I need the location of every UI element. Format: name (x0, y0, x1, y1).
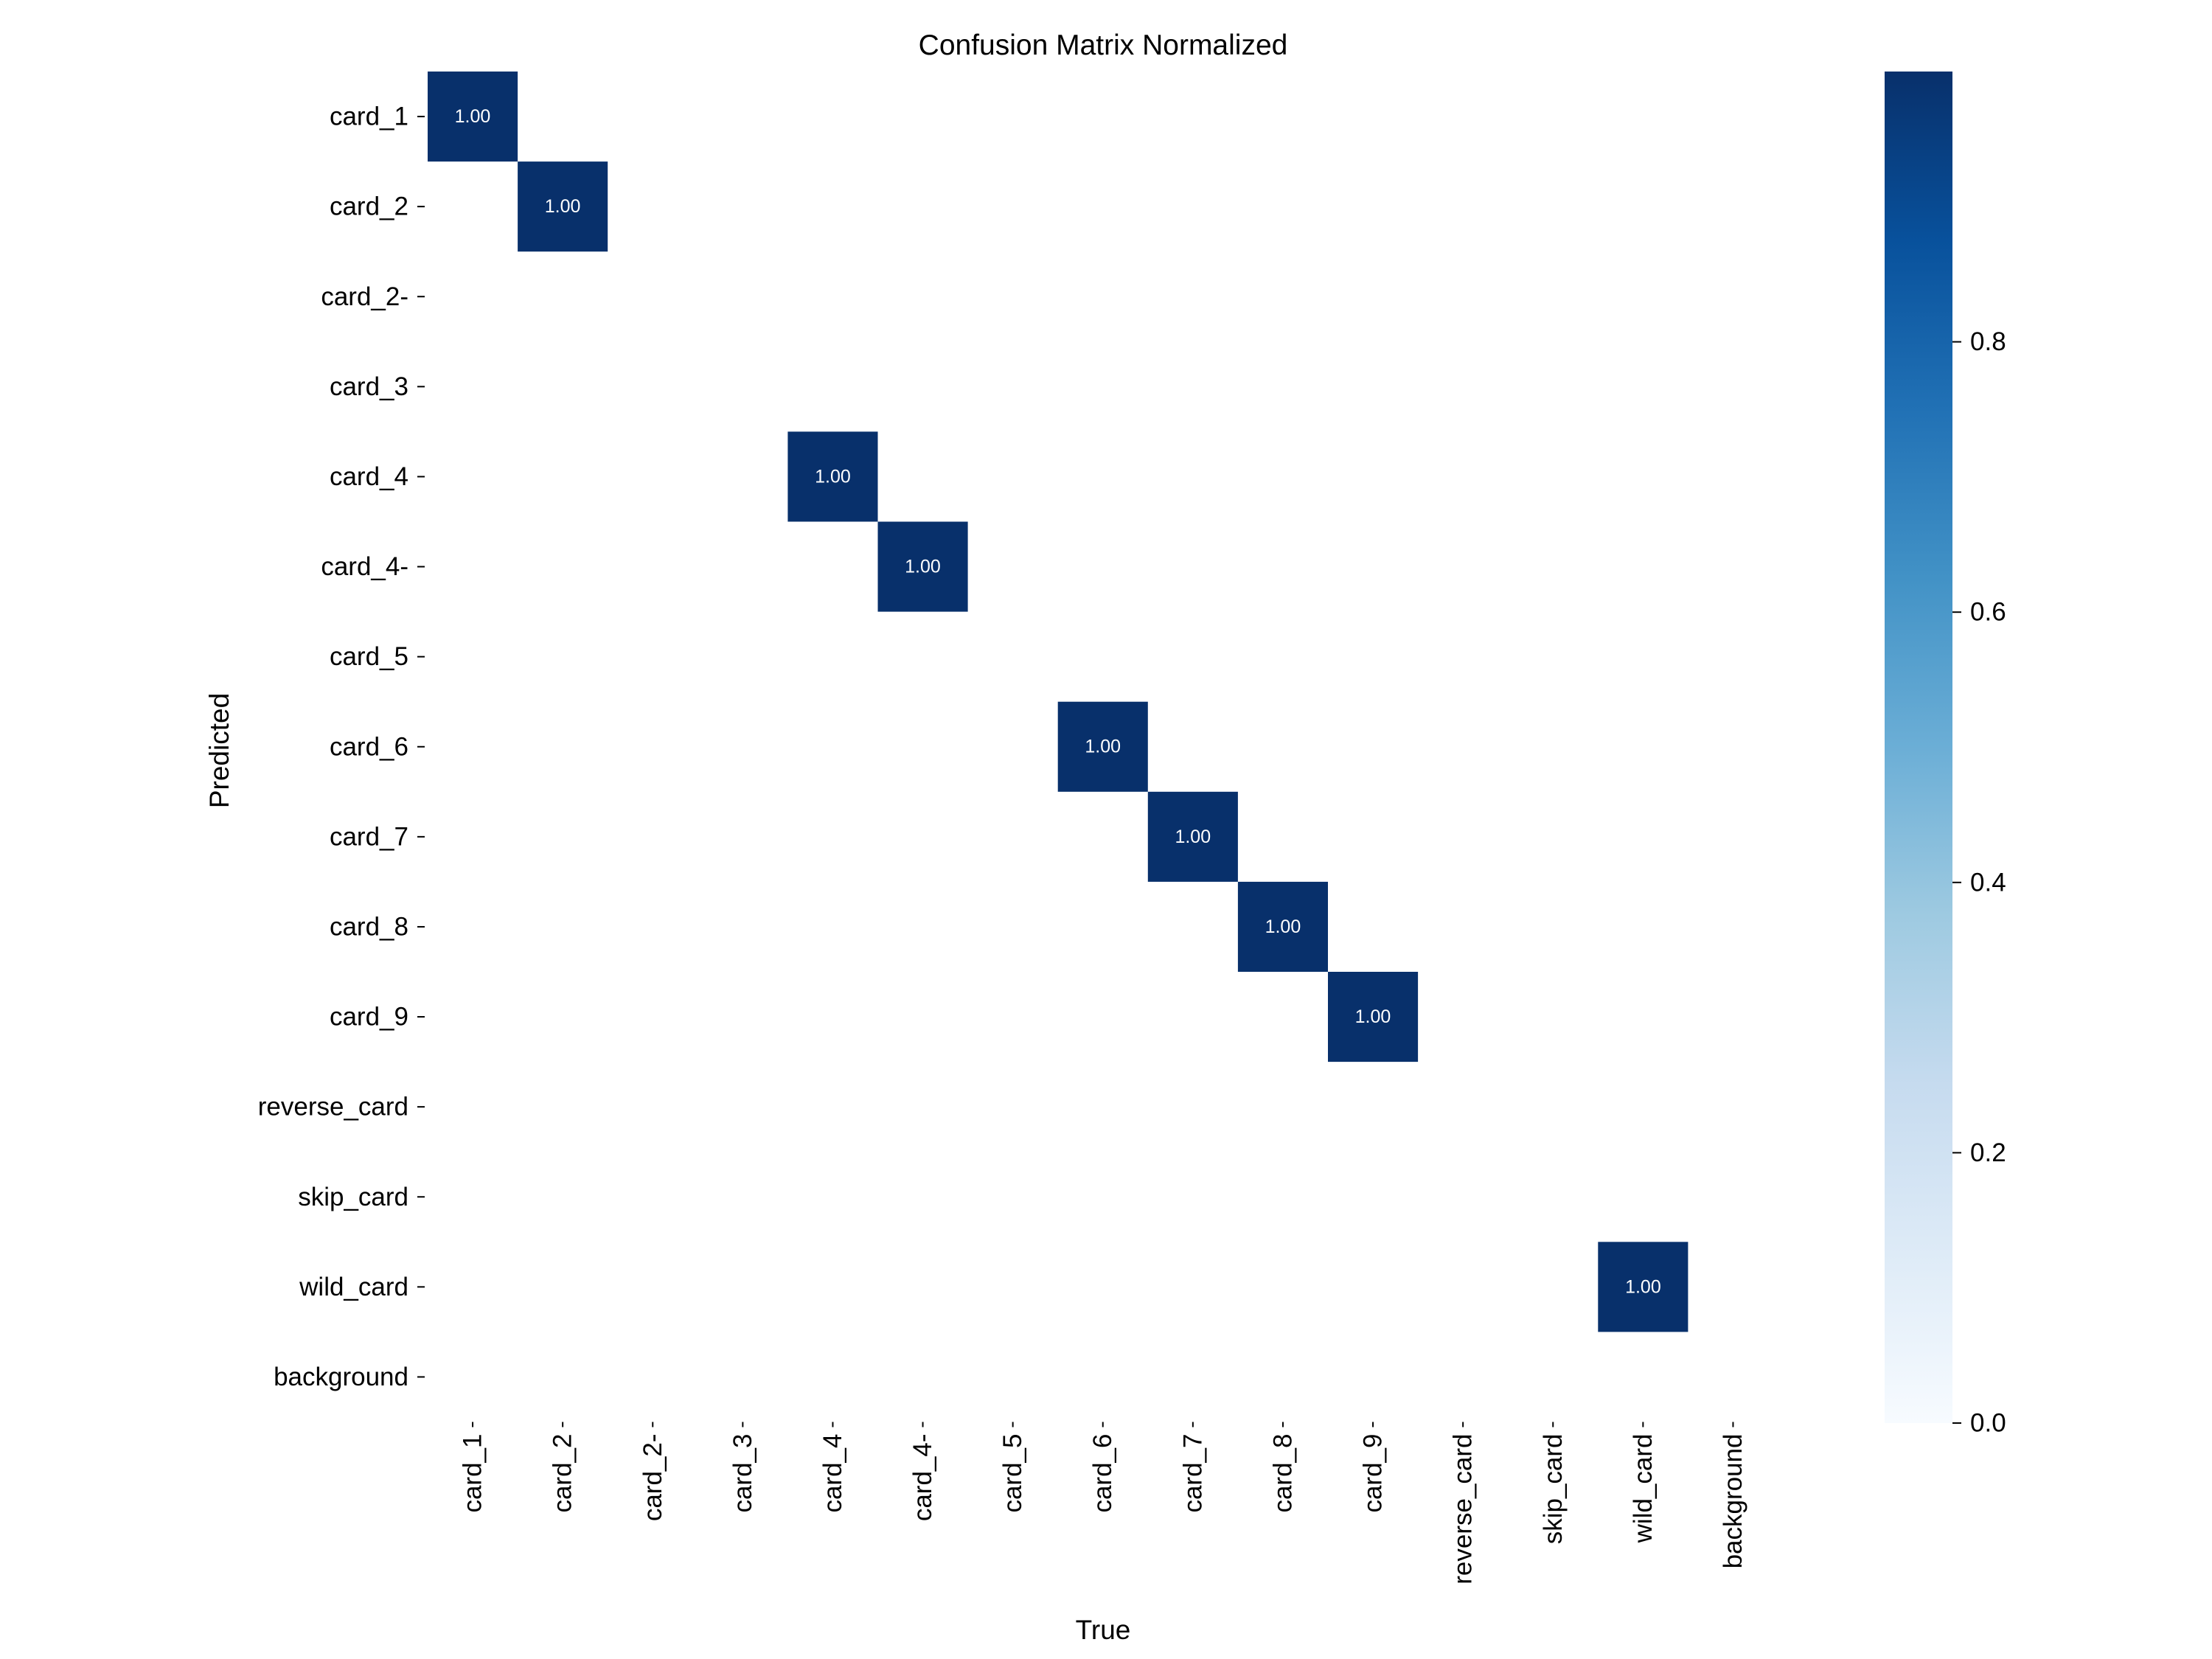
cell-value-label: 1.00 (1265, 917, 1301, 937)
y-tick-label: card_2 (330, 192, 408, 221)
colorbar-gradient (1885, 72, 1952, 1423)
cell-value-label: 1.00 (1625, 1276, 1661, 1297)
heatmap-cell (1598, 1242, 1688, 1332)
y-tick-label: card_9 (330, 1003, 408, 1032)
y-tick-label: card_7 (330, 822, 408, 851)
y-tick-label: card_4- (321, 552, 408, 581)
colorbar-tick-label: 0.0 (1970, 1409, 2006, 1438)
y-tick-label: card_8 (330, 912, 408, 941)
x-tick-label: card_1 (459, 1434, 487, 1513)
cell-value-label: 1.00 (1175, 827, 1211, 847)
cell-value-label: 1.00 (455, 106, 491, 127)
x-tick-label: card_6 (1088, 1434, 1117, 1513)
y-tick-label: card_5 (330, 642, 408, 671)
y-tick-label: wild_card (299, 1273, 408, 1301)
y-tick-label: card_3 (330, 372, 408, 401)
x-tick-label: card_4- (908, 1434, 937, 1522)
x-tick-label: card_4 (818, 1434, 847, 1513)
x-tick-label: wild_card (1629, 1434, 1658, 1544)
x-tick-label: card_9 (1359, 1434, 1388, 1513)
colorbar-ticks: 0.0 0.2 0.4 0.6 0.8 (1952, 327, 2006, 1438)
heatmap-cell (1328, 972, 1419, 1062)
heatmap-cell (1147, 791, 1238, 882)
heatmap-cell (877, 521, 968, 612)
x-tick-label: reverse_card (1449, 1434, 1478, 1585)
x-tick-label: card_2 (549, 1434, 577, 1513)
x-tick-label: card_5 (998, 1434, 1027, 1513)
x-tick-label: card_7 (1178, 1434, 1207, 1513)
y-axis-ticks: card_1 card_2 card_2- card_3 card_4 card_4-ca… (258, 102, 425, 1391)
y-tick-label: card_4 (330, 462, 408, 491)
x-tick-label: card_3 (728, 1434, 757, 1513)
x-tick-label: card_8 (1268, 1434, 1297, 1513)
y-tick-label: card_1 (330, 102, 408, 131)
heatmap-cell (787, 431, 878, 522)
x-tick-label: card_2- (639, 1434, 667, 1522)
heatmap-cells: 1.00 1.00 1.00 1.00 1.00 1.00 1.00 1.00 1.00 (428, 72, 1688, 1332)
cell-value-label: 1.00 (905, 557, 941, 577)
heatmap-cell (1237, 881, 1328, 972)
x-axis-label: True (1076, 1615, 1131, 1645)
y-axis-label: Predicted (204, 693, 234, 808)
chart-title: Confusion Matrix Normalized (919, 29, 1288, 61)
colorbar-tick-label: 0.6 (1970, 598, 2006, 627)
y-tick-label: card_6 (330, 732, 408, 761)
colorbar-tick-label: 0.4 (1970, 868, 2006, 897)
cell-value-label: 1.00 (1355, 1006, 1391, 1027)
x-axis-ticks: card_1 card_2 card_2- card_3 card_4 card_4- ca… (459, 1422, 1747, 1585)
heatmap-cell (518, 161, 608, 252)
colorbar-tick-label: 0.2 (1970, 1138, 2006, 1167)
y-tick-label: background (274, 1363, 408, 1391)
x-tick-label: background (1719, 1434, 1747, 1569)
colorbar: 0.0 0.2 0.4 0.6 0.8 (1885, 72, 2006, 1438)
heatmap-cell (428, 72, 518, 162)
colorbar-tick-label: 0.8 (1970, 327, 2006, 356)
y-tick-label: card_2- (321, 282, 408, 311)
y-tick-label: reverse_card (258, 1093, 408, 1121)
y-tick-label: skip_card (298, 1183, 408, 1211)
cell-value-label: 1.00 (815, 466, 851, 487)
heatmap-cell (1057, 701, 1148, 792)
cell-value-label: 1.00 (545, 196, 581, 217)
x-tick-label: skip_card (1539, 1434, 1568, 1545)
cell-value-label: 1.00 (1085, 737, 1121, 757)
